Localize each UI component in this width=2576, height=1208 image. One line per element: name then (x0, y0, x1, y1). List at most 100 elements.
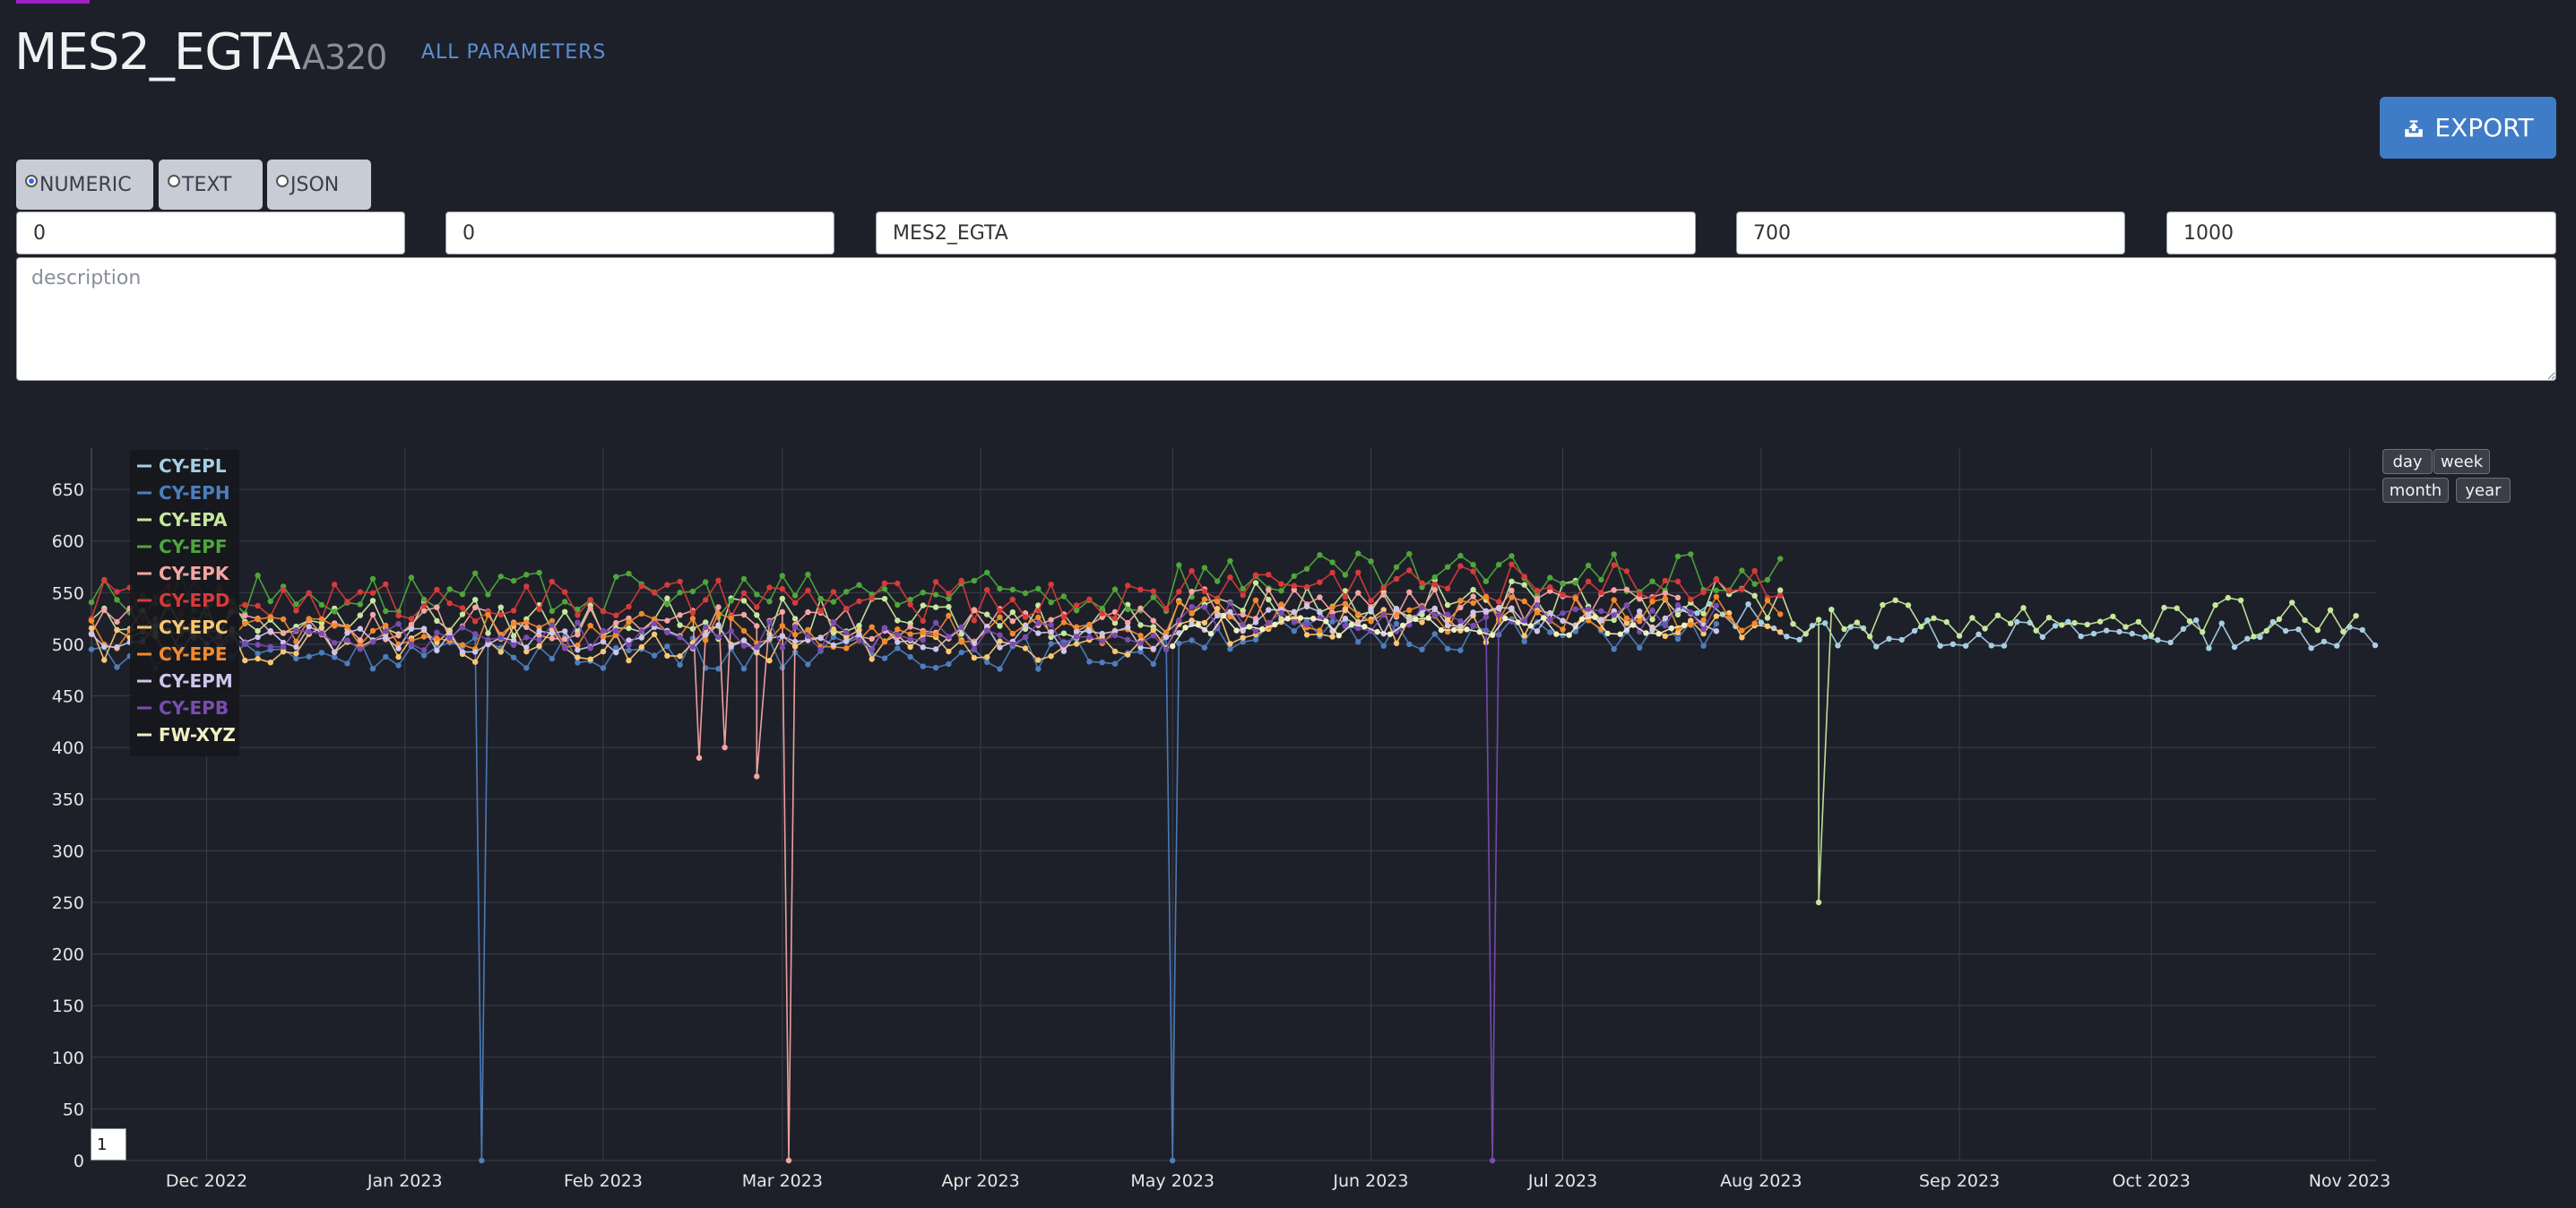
data-point (1342, 588, 1349, 594)
data-point (613, 574, 619, 580)
parameter-name-input[interactable] (876, 211, 1696, 255)
data-point (1496, 561, 1502, 568)
data-point (1073, 634, 1080, 640)
data-point (1252, 636, 1259, 643)
data-point (958, 639, 964, 645)
data-point (740, 590, 748, 597)
data-point (1393, 628, 1400, 634)
data-point (1527, 623, 1534, 629)
data-point (1323, 618, 1329, 625)
data-point (1508, 578, 1515, 584)
data-point (332, 640, 338, 646)
data-point (664, 595, 670, 601)
chart-legend[interactable]: CY-EPL CY-EPH CY-EPA CY-EPF CY-EPK CY-EPD CY-E… (130, 450, 239, 756)
field-1-input[interactable] (16, 211, 405, 255)
data-point (1534, 601, 1541, 608)
data-point (1598, 617, 1604, 624)
data-point (1022, 634, 1029, 641)
type-option-json[interactable]: JSON (267, 160, 371, 210)
description-textarea[interactable] (16, 257, 2556, 381)
data-point (677, 612, 683, 618)
type-option-numeric[interactable]: NUMERIC (16, 160, 153, 210)
data-point (408, 621, 415, 628)
json-radio[interactable] (276, 175, 289, 187)
field-2-input[interactable] (445, 211, 834, 255)
data-point (1150, 660, 1157, 668)
data-point (1022, 622, 1029, 629)
data-point (1170, 643, 1176, 650)
data-point (1444, 611, 1451, 617)
legend-item[interactable]: CY-EPE (137, 643, 228, 665)
range-year-button[interactable]: year (2456, 478, 2511, 503)
data-point (1637, 591, 1643, 597)
legend-item[interactable]: CY-EPB (137, 697, 229, 719)
data-point (1125, 636, 1131, 643)
legend-item[interactable]: CY-EPC (137, 617, 229, 638)
data-point (1713, 587, 1720, 593)
data-point (1240, 621, 1246, 627)
data-point (1137, 633, 1144, 639)
data-point (459, 625, 466, 631)
data-point (2008, 620, 2014, 626)
lower-limit-input[interactable] (1736, 211, 2125, 255)
upper-limit-input[interactable] (2166, 211, 2556, 255)
data-point (805, 608, 811, 616)
data-point (1342, 572, 1349, 578)
x-tick-label: Apr 2023 (941, 1171, 1019, 1191)
data-point (1240, 611, 1246, 618)
legend-item[interactable]: CY-EPL (137, 455, 227, 477)
legend-item[interactable]: FW-XYZ (137, 724, 236, 746)
export-button[interactable]: EXPORT (2380, 97, 2556, 159)
data-point (1521, 574, 1527, 580)
data-point (728, 615, 734, 621)
data-point (1099, 638, 1105, 644)
data-point (1521, 582, 1527, 588)
data-point (1943, 618, 1949, 626)
data-point (1956, 633, 1963, 639)
data-point (1125, 606, 1131, 613)
range-day-button[interactable]: day (2382, 449, 2433, 474)
data-point (1336, 633, 1343, 639)
data-point (1764, 576, 1771, 583)
data-point (459, 642, 466, 648)
data-point (357, 642, 363, 649)
data-point (1867, 634, 1873, 640)
numeric-radio[interactable] (25, 175, 38, 187)
legend-item[interactable]: CY-EPF (137, 536, 228, 557)
data-point (2071, 619, 2078, 626)
data-point (805, 661, 811, 668)
range-month-button[interactable]: month (2382, 478, 2449, 503)
data-point (1700, 589, 1707, 596)
type-option-text[interactable]: TEXT (159, 160, 263, 210)
data-point (856, 631, 862, 638)
data-point (1649, 608, 1655, 614)
data-point (1215, 578, 1221, 584)
data-point (907, 601, 913, 608)
legend-label: CY-EPE (159, 643, 228, 665)
legend-item[interactable]: CY-EPH (137, 482, 230, 504)
data-point (1444, 601, 1451, 608)
page-number-input[interactable] (91, 1128, 126, 1161)
text-radio[interactable] (168, 175, 180, 187)
data-point (1195, 621, 1201, 628)
range-week-button[interactable]: week (2433, 449, 2490, 474)
data-point (1329, 613, 1336, 620)
data-point (984, 627, 990, 634)
data-point (2251, 634, 2257, 640)
data-point (1425, 615, 1431, 621)
data-point (664, 643, 670, 650)
data-point (1431, 574, 1439, 581)
data-point (459, 611, 466, 617)
data-point (1022, 590, 1029, 597)
data-point (523, 572, 530, 578)
data-point (689, 616, 696, 622)
y-tick-label: 0 (73, 1152, 84, 1171)
legend-item[interactable]: CY-EPM (137, 670, 233, 692)
legend-item[interactable]: CY-EPD (137, 590, 229, 611)
data-point (1303, 632, 1310, 638)
data-point (1221, 612, 1227, 619)
legend-item[interactable]: CY-EPA (137, 509, 228, 531)
all-parameters-link[interactable]: ALL PARAMETERS (421, 41, 607, 64)
data-point (1150, 632, 1157, 639)
legend-item[interactable]: CY-EPK (137, 563, 230, 584)
